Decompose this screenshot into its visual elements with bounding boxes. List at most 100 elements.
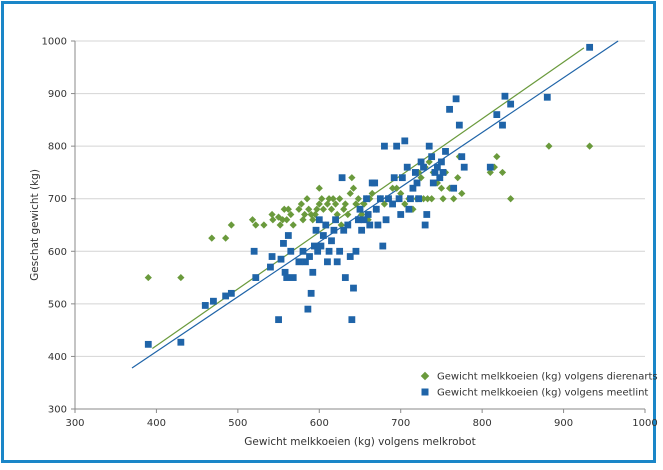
point-meetlint-44 bbox=[348, 316, 356, 324]
axes bbox=[74, 41, 645, 410]
point-dierenarts-20 bbox=[299, 216, 307, 224]
point-meetlint-72 bbox=[407, 195, 414, 203]
point-dierenarts-61 bbox=[393, 184, 401, 192]
point-dierenarts-34 bbox=[325, 195, 333, 203]
point-dierenarts-28 bbox=[315, 200, 323, 208]
point-meetlint-21 bbox=[304, 305, 312, 313]
point-meetlint-39 bbox=[338, 174, 346, 182]
point-meetlint-80 bbox=[423, 211, 431, 218]
point-meetlint-55 bbox=[371, 179, 379, 187]
point-meetlint-79 bbox=[421, 221, 429, 229]
point-meetlint-31 bbox=[322, 221, 330, 229]
y-tick-label-400: 400 bbox=[48, 352, 67, 363]
point-dierenarts-15 bbox=[284, 205, 292, 213]
point-meetlint-34 bbox=[328, 237, 335, 245]
point-dierenarts-46 bbox=[349, 184, 358, 192]
point-dierenarts-12 bbox=[279, 216, 287, 224]
point-dierenarts-7 bbox=[260, 221, 268, 229]
point-dierenarts-72 bbox=[425, 158, 433, 166]
point-meetlint-56 bbox=[372, 205, 380, 213]
y-tick-label-300: 300 bbox=[48, 405, 67, 416]
point-meetlint-32 bbox=[324, 258, 331, 266]
point-meetlint-37 bbox=[333, 258, 341, 266]
point-dierenarts-78 bbox=[439, 195, 447, 203]
point-dierenarts-45 bbox=[348, 174, 356, 182]
point-dierenarts-41 bbox=[340, 205, 348, 213]
point-meetlint-33 bbox=[325, 247, 333, 255]
point-meetlint-63 bbox=[389, 200, 396, 208]
y-tick-label-700: 700 bbox=[48, 194, 67, 205]
point-dierenarts-31 bbox=[319, 205, 327, 213]
point-meetlint-68 bbox=[398, 174, 406, 182]
point-meetlint-91 bbox=[450, 184, 458, 192]
legend-item-dierenarts: Gewicht melkkoeien (kg) volgens dierenar… bbox=[420, 371, 658, 383]
point-dierenarts-22 bbox=[303, 195, 311, 203]
point-dierenarts-30 bbox=[318, 195, 326, 203]
x-tick-label-300: 300 bbox=[65, 418, 84, 429]
point-dierenarts-13 bbox=[280, 205, 288, 213]
point-meetlint-75 bbox=[413, 179, 421, 187]
point-meetlint-40 bbox=[340, 226, 348, 234]
point-meetlint-64 bbox=[390, 174, 398, 182]
point-meetlint-29 bbox=[317, 242, 325, 250]
chart-frame bbox=[1, 1, 656, 463]
point-meetlint-28 bbox=[315, 216, 323, 224]
point-meetlint-23 bbox=[307, 289, 315, 297]
point-dierenarts-44 bbox=[346, 189, 354, 198]
point-meetlint-58 bbox=[376, 195, 384, 203]
point-meetlint-43 bbox=[346, 253, 354, 260]
legend-marker-square bbox=[421, 388, 429, 396]
point-dierenarts-24 bbox=[307, 210, 315, 219]
point-meetlint-17 bbox=[289, 274, 297, 281]
point-dierenarts-82 bbox=[454, 174, 462, 182]
point-meetlint-83 bbox=[429, 179, 437, 187]
x-tick-label-400: 400 bbox=[147, 418, 166, 429]
point-dierenarts-3 bbox=[222, 234, 230, 242]
point-dierenarts-86 bbox=[490, 163, 498, 171]
point-dierenarts-90 bbox=[545, 142, 553, 150]
point-meetlint-57 bbox=[374, 221, 382, 229]
point-dierenarts-48 bbox=[354, 195, 362, 203]
point-meetlint-22 bbox=[306, 253, 313, 260]
point-meetlint-15 bbox=[284, 232, 292, 239]
point-dierenarts-33 bbox=[323, 200, 332, 208]
trendline-meetlint bbox=[131, 40, 619, 369]
x-axis-title: Gewicht melkkoeien (kg) volgens melkrobo… bbox=[244, 436, 475, 448]
point-dierenarts-19 bbox=[297, 200, 305, 208]
point-meetlint-52 bbox=[364, 211, 372, 218]
point-meetlint-82 bbox=[428, 153, 436, 161]
point-meetlint-100 bbox=[507, 100, 515, 108]
point-dierenarts-2 bbox=[208, 234, 216, 242]
point-meetlint-98 bbox=[499, 121, 506, 129]
legend-marker-diamond bbox=[420, 371, 430, 381]
point-meetlint-70 bbox=[403, 163, 411, 171]
x-tick-label-600: 600 bbox=[310, 418, 329, 429]
point-meetlint-95 bbox=[460, 163, 468, 171]
point-dierenarts-84 bbox=[458, 189, 466, 198]
point-dierenarts-73 bbox=[428, 195, 436, 203]
y-tick-label-600: 600 bbox=[48, 247, 67, 258]
point-dierenarts-5 bbox=[248, 216, 257, 224]
point-dierenarts-68 bbox=[417, 174, 425, 182]
x-tick-label-800: 800 bbox=[473, 418, 492, 429]
point-dierenarts-14 bbox=[283, 216, 291, 224]
point-meetlint-94 bbox=[458, 153, 466, 161]
point-meetlint-59 bbox=[379, 242, 387, 250]
point-meetlint-65 bbox=[393, 142, 401, 150]
point-meetlint-66 bbox=[395, 195, 403, 203]
legend-item-meetlint: Gewicht melkkoeien (kg) volgens meetlint bbox=[421, 388, 648, 399]
point-dierenarts-26 bbox=[311, 210, 319, 219]
point-meetlint-6 bbox=[250, 247, 258, 255]
point-meetlint-81 bbox=[425, 142, 433, 150]
point-dierenarts-81 bbox=[450, 195, 458, 203]
point-meetlint-78 bbox=[420, 163, 427, 171]
point-dierenarts-11 bbox=[276, 221, 284, 229]
point-dierenarts-4 bbox=[227, 221, 235, 229]
y-axis-title: Geschat gewicht (kg) bbox=[29, 169, 41, 281]
point-meetlint-99 bbox=[501, 92, 509, 100]
point-dierenarts-1 bbox=[177, 273, 185, 282]
point-meetlint-62 bbox=[385, 195, 392, 203]
point-meetlint-90 bbox=[446, 105, 453, 113]
tick-labels: 300 400 500 600 700 800 900 1000 300 400 500 600 700… bbox=[42, 37, 658, 430]
point-dierenarts-42 bbox=[341, 200, 349, 208]
